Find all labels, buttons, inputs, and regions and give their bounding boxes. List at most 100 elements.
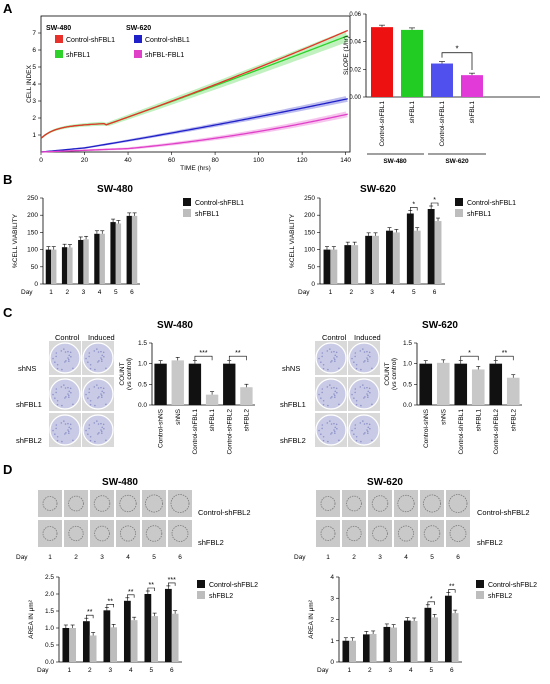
day-tick-label: 1 [49,289,53,296]
colony-dot [72,367,74,370]
colony-dot [63,348,65,350]
sig-marker: *** [199,350,207,357]
colony-dot [100,430,103,433]
colony-dot [368,387,371,390]
legend-label: Control-shFBL1 [66,37,115,44]
spheroid [320,526,336,541]
colony-dot [88,424,91,426]
colony-dot [100,357,102,359]
colony-well [49,414,81,446]
day-tick-label: 4 [404,554,408,561]
y-tick-label: 150 [304,229,315,236]
colony-dot [100,429,102,431]
colony-dot [101,426,104,429]
day-label: Day [37,667,49,674]
cell-index-line-chart: 0 20 40 60 80 100 120 140 1 2 3 4 5 6 7 TIME (hrs) CELL … [26,15,351,172]
colony-well [348,414,380,446]
bar [342,640,350,662]
spheroid [119,494,137,513]
colony-dot [97,387,100,389]
colony-dot [55,424,58,426]
panel-d-left-title: SW-480 [102,477,138,488]
day-tick-label: 6 [178,554,182,561]
sig-marker: *** [168,577,176,584]
spheroid [371,495,389,512]
colony-dot [89,439,92,442]
colony-dot [363,387,366,389]
legend-swatch [55,50,63,58]
colony-dot [321,391,323,394]
colony-dot [322,367,325,370]
y-tick-label: 1 [330,638,334,645]
day-tick-label: 5 [152,554,156,561]
colony-count-chart-sw620: 0.0 0.5 1.0 1.5 COUNT (vs control) Control-shN… [384,340,522,455]
colony-dot [327,404,329,407]
bar [151,616,159,662]
colony-dot [54,361,56,364]
sig-bracket [441,52,473,71]
day-tick-label: 4 [126,554,130,561]
y-axis-label: AREA IN μm² [28,599,35,639]
colony-dot [366,429,368,431]
viability-chart-sw620: 0 50 100 150 200 250 %CELL VIABILITY Day 1 2 3 4 5 6 *… [289,195,516,296]
colony-dot [366,357,368,359]
colony-dot [359,350,362,352]
legend-swatch [183,209,191,217]
colony-dot [333,386,335,389]
colony-dot [334,354,337,357]
colony-dot [367,354,370,357]
colony-dot [318,357,320,360]
day-tick-label: 5 [412,289,416,296]
panel-b-left-title: SW-480 [97,184,133,195]
colony-dot [70,355,72,358]
sig-marker: ** [108,598,114,605]
bar [383,626,391,662]
colony-dot [322,399,325,402]
spheroid [68,495,84,512]
bar [406,213,414,284]
spheroid-frame [64,490,88,517]
colony-dot [327,368,329,371]
colony-dot [100,422,102,425]
day-tick-label: 4 [409,667,413,674]
sig-marker: * [433,197,436,204]
bar [434,221,442,284]
y-axis-label: COUNT [384,362,391,385]
bar [351,245,359,284]
colony-dot [97,433,99,435]
bar [115,223,122,284]
panel-d-right-title: SW-620 [367,477,403,488]
colony-dot [366,422,368,425]
colony-dot [89,367,92,370]
sig-marker: ** [149,582,155,589]
colony-dot [363,361,365,363]
y-axis-label: %CELL VIABILITY [12,213,19,268]
y-tick-label: 0.5 [138,381,147,388]
c-left-row-shfbl1: shFBL1 [16,400,42,409]
legend-group-sw480: SW-480 [46,25,71,32]
bar [365,235,373,284]
spheroid [93,495,111,512]
day-tick-label: 5 [114,289,118,296]
colony-dot [67,394,70,397]
colony-well [82,378,114,410]
colony-dot [366,394,369,397]
colony-dot [65,360,67,362]
y-tick-label: 1.5 [138,340,147,347]
legend-swatch [197,580,205,588]
panel-label-d: D [3,462,13,477]
legend-label: shFBL2 [488,593,512,600]
y-tick-label: 4 [32,81,36,88]
colony-well [49,378,81,410]
colony-dot [363,423,366,425]
colony-dot [55,352,58,354]
y-tick-label: 200 [27,212,38,219]
colony-dot [331,360,333,362]
sig-bracket [228,355,247,361]
day-tick-label: 6 [456,554,460,561]
spheroid-frame [38,520,62,547]
colony-dot [97,361,99,363]
colony-dot [60,422,63,424]
colony-dot [320,361,322,364]
